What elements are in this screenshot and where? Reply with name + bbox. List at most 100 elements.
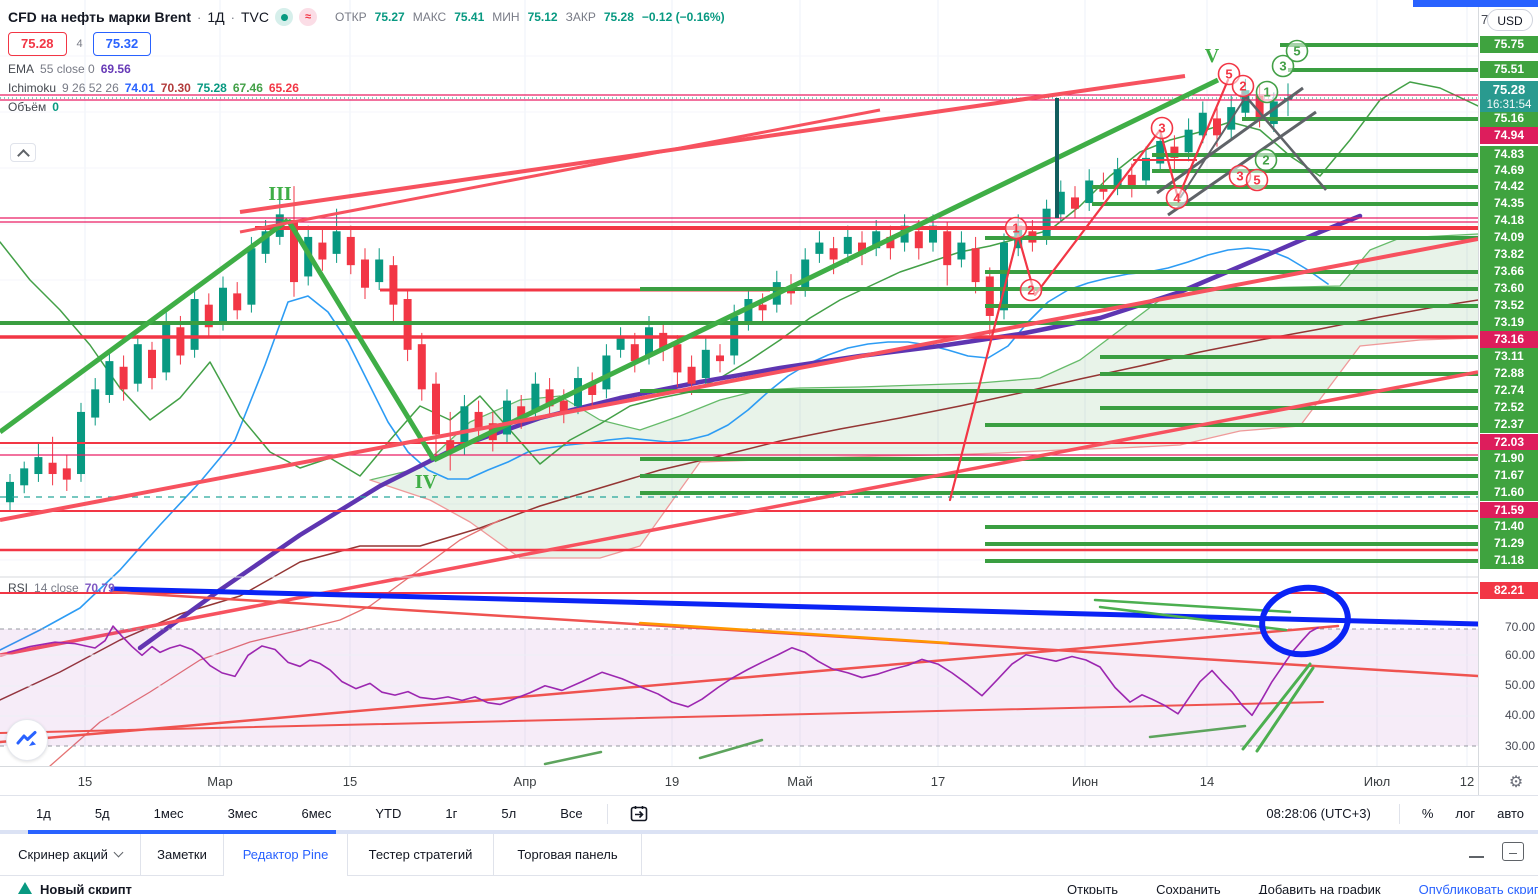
buy-button[interactable]: 75.32 bbox=[92, 32, 152, 56]
price-level-label: 73.60 bbox=[1480, 280, 1538, 297]
price-level-label: 71.60 bbox=[1480, 484, 1538, 501]
ichimoku-values: 74.01 70.30 75.28 67.46 65.26 bbox=[124, 81, 299, 95]
wave-number: 2 bbox=[1239, 79, 1246, 94]
range-button-5л[interactable]: 5л bbox=[501, 806, 517, 821]
time-axis-label: 15 bbox=[77, 774, 93, 789]
volume-legend[interactable]: Объём 0 bbox=[8, 100, 59, 114]
maximize-panel-icon[interactable] bbox=[1502, 842, 1524, 861]
chart-legend: CFD на нефть марки Brent · 1Д · TVC ≈ ОТ… bbox=[8, 8, 725, 114]
bottom-toolbar: 1д 5д 1мес 3мес 6мес YTD 1г 5л Все 08:28:06 (UTC… bbox=[0, 795, 1538, 831]
price-level-label: 73.66 bbox=[1480, 263, 1538, 280]
cloud-left-b-line bbox=[49, 519, 501, 767]
tab-редактор-pine[interactable]: Редактор Pine bbox=[224, 834, 348, 876]
wave-label-V: V bbox=[1205, 45, 1220, 67]
chart-settings-gear-icon[interactable]: ⚙ bbox=[1504, 770, 1528, 794]
price-level-label: 73.52 bbox=[1480, 297, 1538, 314]
range-button-1д[interactable]: 1д bbox=[36, 806, 51, 821]
time-axis[interactable]: 15 Мар 15 Апр 19 Май 17 Июн 14 Июл 12 ⚙ bbox=[0, 766, 1538, 796]
editor-action-сохранить[interactable]: Сохранить bbox=[1156, 882, 1221, 894]
ichimoku-legend[interactable]: Ichimoku 9 26 52 26 74.01 70.30 75.28 67.46… bbox=[8, 81, 725, 95]
exchange-label[interactable]: TVC bbox=[241, 9, 269, 25]
trendline bbox=[0, 237, 1479, 522]
session-clock[interactable]: 08:28:06 (UTC+3) bbox=[1260, 805, 1376, 822]
date-range-buttons: 1д 5д 1мес 3мес 6мес YTD 1г 5л Все bbox=[0, 804, 585, 823]
scale-mode-авто[interactable]: авто bbox=[1497, 806, 1524, 821]
wave-circle-5 bbox=[1245, 168, 1269, 192]
ema-legend[interactable]: EMA 55 close 0 69.56 bbox=[8, 62, 131, 76]
price-scale[interactable]: 78 USD 75.7575.5175.1674.9474.8374.6974.… bbox=[1478, 0, 1538, 766]
range-button-YTD[interactable]: YTD bbox=[375, 806, 402, 821]
wave-circle-3 bbox=[1150, 116, 1174, 140]
trendline bbox=[239, 108, 881, 234]
time-axis-label: Май bbox=[787, 774, 813, 789]
price-level-label: 73.11 bbox=[1480, 348, 1538, 365]
price-level-label: 75.16 bbox=[1480, 110, 1538, 127]
elliott-wave-zigzag bbox=[948, 78, 1230, 502]
spread-value: 4 bbox=[76, 38, 83, 50]
range-button-5д[interactable]: 5д bbox=[94, 806, 110, 821]
calendar-arrow-icon bbox=[630, 805, 647, 821]
scale-mode-buttons: % лог авто bbox=[1422, 806, 1538, 821]
wave-circle-1 bbox=[1004, 216, 1028, 240]
wave-circle-3 bbox=[1271, 54, 1295, 78]
tab-торговая-панель[interactable]: Торговая панель bbox=[494, 834, 642, 875]
rsi-drawn-line bbox=[638, 621, 950, 645]
rsi-legend[interactable]: RSI 14 close 70.79 bbox=[8, 581, 115, 595]
rsi-drawn-line bbox=[1148, 724, 1247, 739]
publish-script-button[interactable]: Опубликовать скрипт bbox=[1418, 882, 1538, 894]
new-script-title[interactable]: Новый скрипт bbox=[40, 882, 132, 894]
wave-circle-2 bbox=[1254, 148, 1278, 172]
scale-mode-%[interactable]: % bbox=[1421, 806, 1434, 821]
chart-squiggle-icon bbox=[16, 731, 37, 746]
wave-number: 2 bbox=[1262, 153, 1269, 168]
trendline bbox=[1179, 94, 1248, 199]
price-level-label: 72.03 bbox=[1480, 434, 1538, 451]
tab-заметки[interactable]: Заметки bbox=[141, 834, 224, 875]
range-button-1мес[interactable]: 1мес bbox=[153, 806, 184, 821]
wave-number: 3 bbox=[1236, 169, 1243, 184]
panel-resize-handle[interactable] bbox=[0, 830, 1538, 834]
time-axis-label: Мар bbox=[207, 774, 233, 789]
range-button-3мес[interactable]: 3мес bbox=[227, 806, 258, 821]
tradingview-logo[interactable] bbox=[6, 719, 48, 761]
interval-label[interactable]: 1Д bbox=[207, 9, 225, 25]
trendline bbox=[432, 77, 1220, 463]
rsi-scale-tick: 40.00 bbox=[1504, 708, 1535, 722]
range-button-6мес[interactable]: 6мес bbox=[301, 806, 332, 821]
price-level-label: 74.09 bbox=[1480, 229, 1538, 246]
price-level-label: 74.35 bbox=[1480, 195, 1538, 212]
rsi-drawn-line bbox=[1241, 662, 1312, 751]
collapse-legend-button[interactable] bbox=[10, 143, 36, 162]
range-button-Все[interactable]: Все bbox=[560, 806, 583, 821]
symbol-title[interactable]: CFD на нефть марки Brent bbox=[8, 9, 192, 25]
ohlc-values: ОТКР 75.27 МАКС 75.41 МИН 75.12 ЗАКР 75.28 −0.12… bbox=[335, 10, 725, 24]
range-button-1г[interactable]: 1г bbox=[445, 806, 458, 821]
wave-label-IV: IV bbox=[415, 471, 438, 493]
wave-number: 5 bbox=[1225, 67, 1232, 82]
rsi-line bbox=[7, 625, 1319, 717]
currency-toggle-button[interactable]: USD bbox=[1487, 9, 1533, 31]
sell-button[interactable]: 75.28 bbox=[8, 32, 67, 56]
trendline bbox=[1167, 110, 1317, 217]
price-level-label: 72.88 bbox=[1480, 365, 1538, 382]
editor-action-открыть[interactable]: Открыть bbox=[1067, 882, 1119, 894]
wave-number: 3 bbox=[1158, 121, 1165, 136]
go-to-date-button[interactable] bbox=[630, 805, 650, 823]
rsi-drawn-line bbox=[0, 701, 1324, 734]
trendline bbox=[1156, 86, 1304, 195]
editor-action-добавить на график[interactable]: Добавить на график bbox=[1258, 882, 1381, 894]
minimize-panel-icon[interactable] bbox=[1469, 855, 1484, 858]
tab-тестер-стратегий[interactable]: Тестер стратегий bbox=[348, 834, 494, 875]
scale-mode-лог[interactable]: лог bbox=[1455, 806, 1476, 821]
rsi-scale-tick: 30.00 bbox=[1504, 739, 1535, 753]
time-axis-label: Июн bbox=[1071, 774, 1099, 789]
price-level-label: 72.52 bbox=[1480, 399, 1538, 416]
chart-pane[interactable]: 1 2 3 4 5 2 3 5 1 2 3 5 III IV V bbox=[0, 0, 1481, 767]
change-value: −0.12 (−0.16%) bbox=[641, 10, 725, 24]
price-level-label: 71.67 bbox=[1480, 467, 1538, 484]
rsi-drawn-line bbox=[1093, 598, 1292, 614]
panel-resize-handle-active[interactable] bbox=[28, 830, 336, 834]
tab-скринер-акций[interactable]: Скринер акций bbox=[0, 834, 141, 875]
time-axis-label: Июл bbox=[1363, 774, 1391, 789]
